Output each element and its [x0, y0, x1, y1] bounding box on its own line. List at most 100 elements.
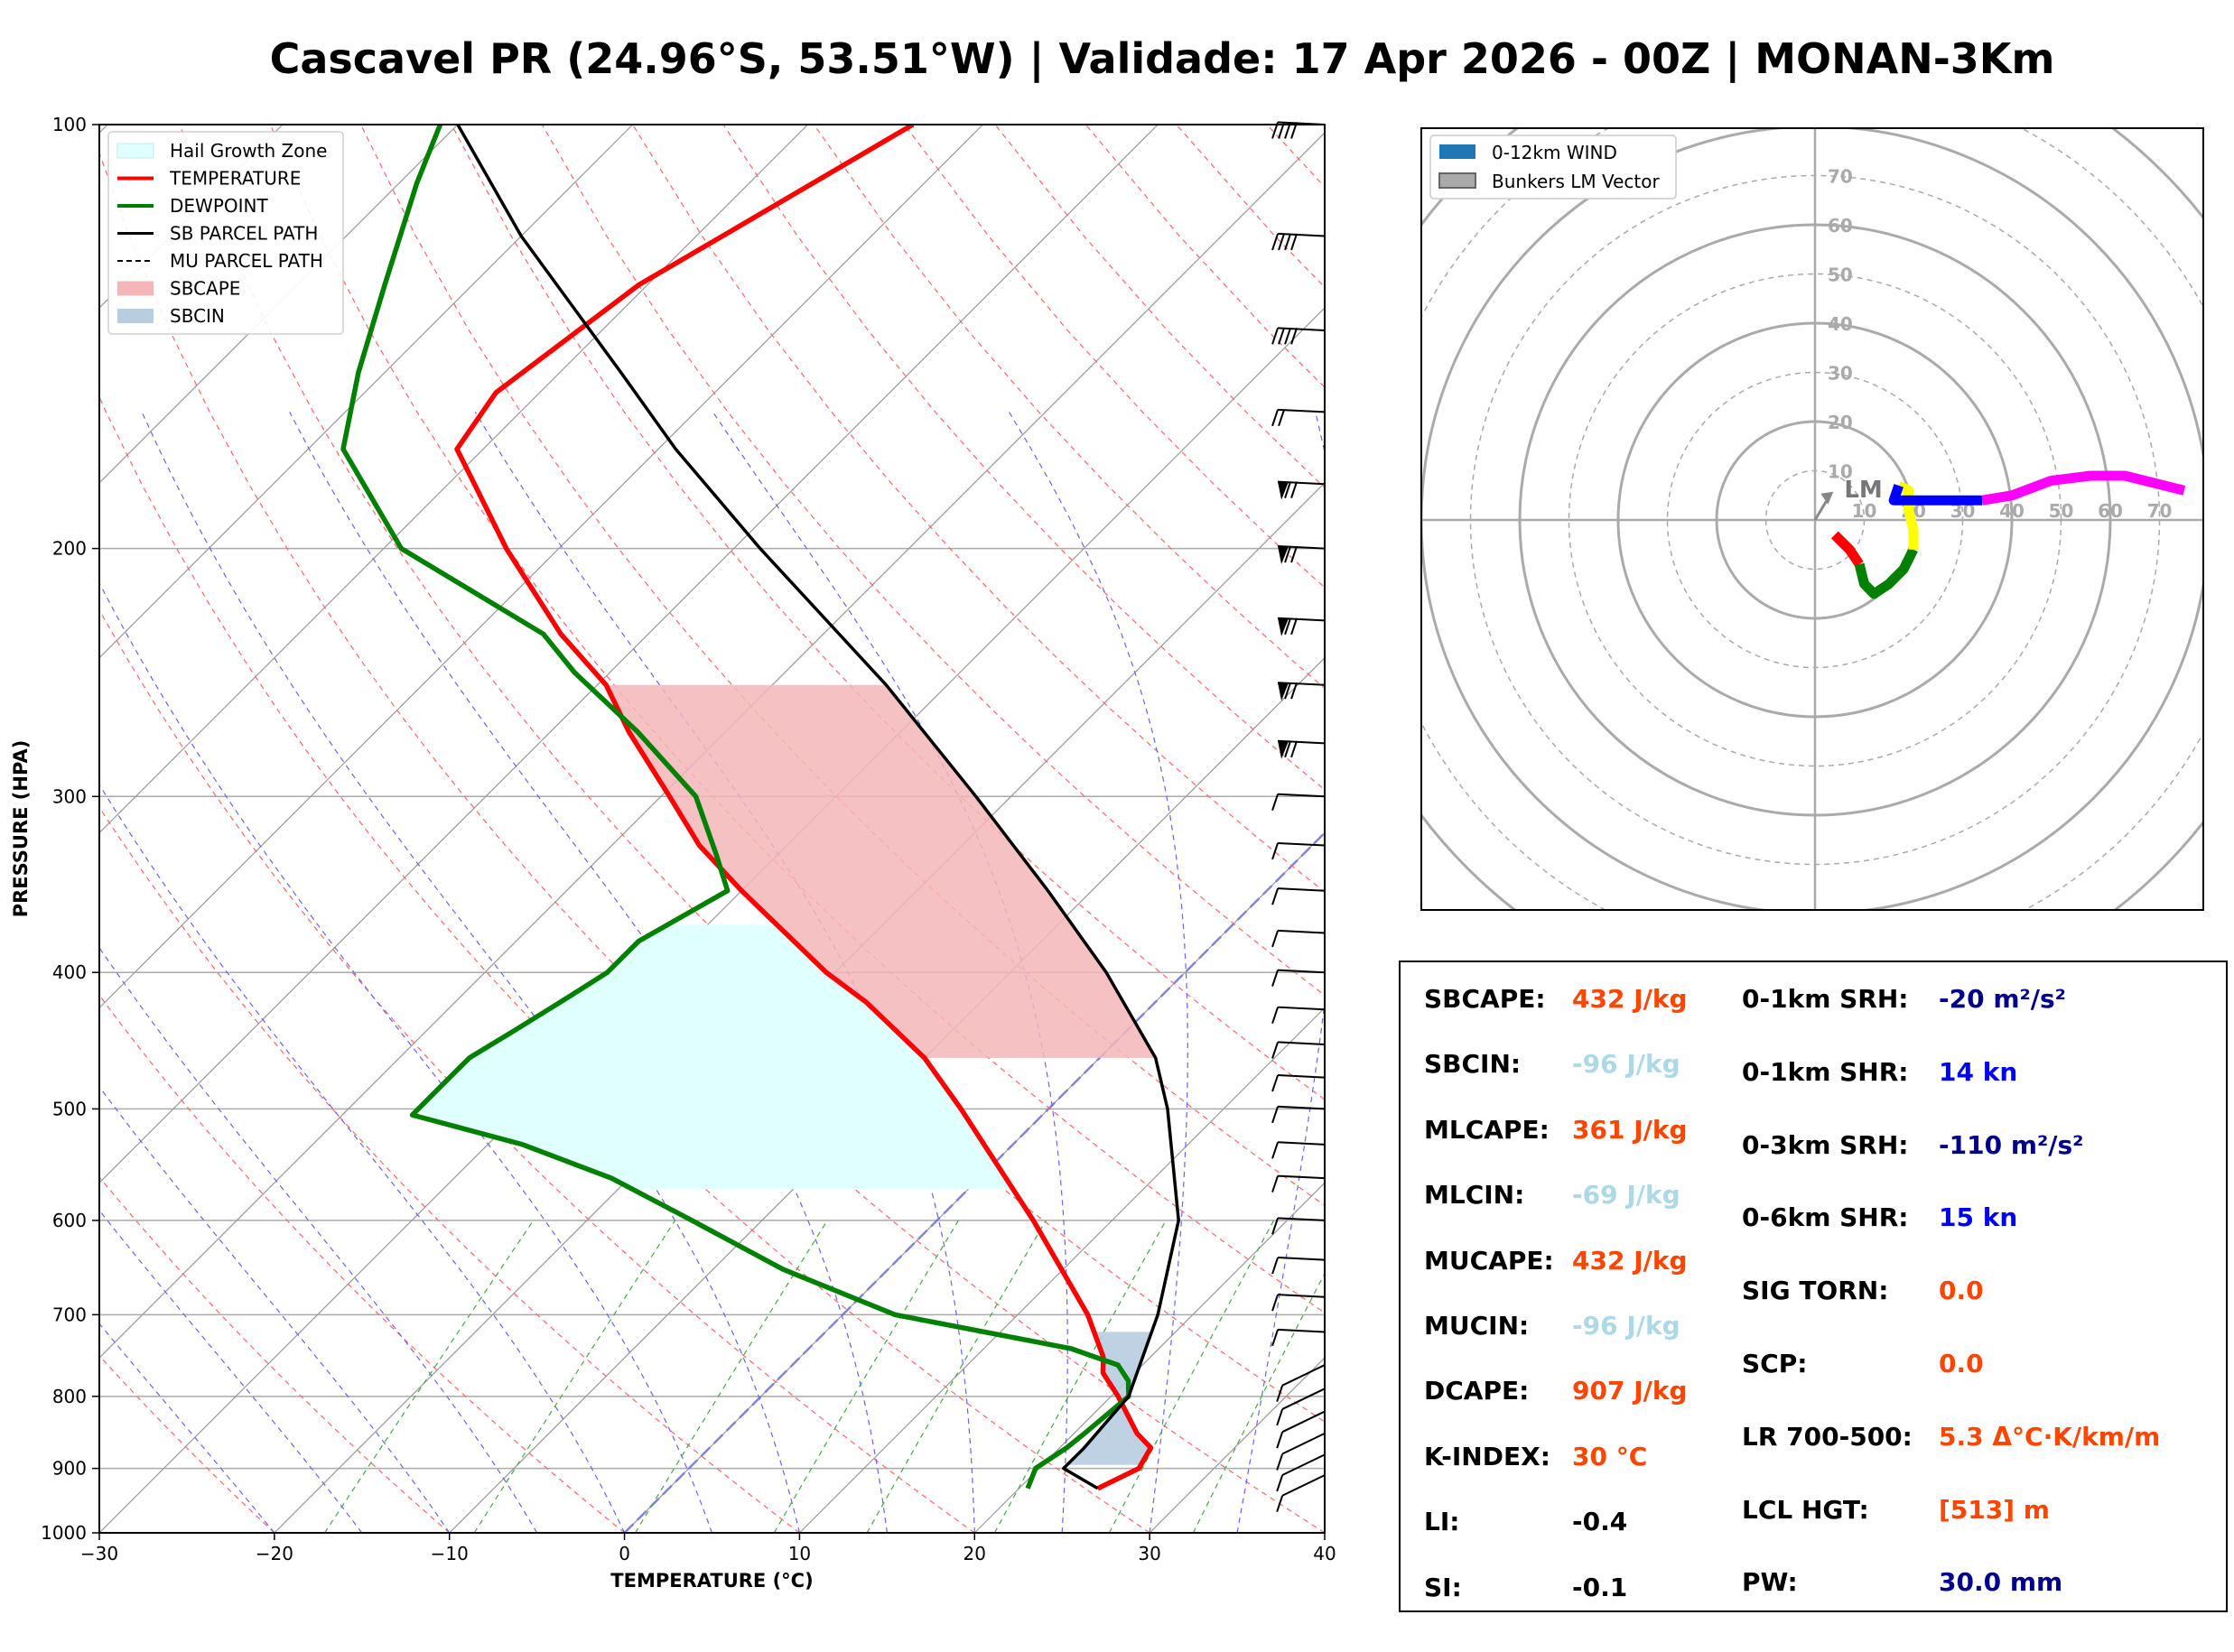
index-label: LR 700-500:: [1742, 1421, 1913, 1452]
dry-adiabat-line: [541, 125, 1325, 997]
index-label: MLCAPE:: [1424, 1114, 1550, 1145]
index-value: 5.3 Δ°C·K/km/m: [1939, 1421, 2161, 1452]
hodograph-segment: [1981, 470, 2186, 506]
sbcape-fill: [606, 684, 1156, 1058]
index-value: -20 m²/s²: [1939, 984, 2066, 1014]
isotherm-line: [99, 125, 634, 659]
x-tick-label: −20: [256, 1543, 293, 1564]
isotherm-line: [799, 1007, 1325, 1533]
index-value: -0.4: [1572, 1507, 1628, 1537]
dry-adiabat-line: [99, 1354, 275, 1533]
moist-adiabat-line: [1236, 412, 1325, 1533]
index-label: MUCIN:: [1424, 1311, 1530, 1341]
index-value: 0.0: [1939, 1276, 1984, 1306]
legend-entry: TEMPERATURE: [169, 168, 301, 190]
sb-parcel-path-line: [456, 125, 1180, 1490]
dry-adiabat-line: [99, 994, 625, 1533]
ring-label: 60: [1828, 215, 1853, 237]
dry-adiabat-line: [632, 125, 1325, 893]
dry-adiabat-line: [269, 125, 1325, 1314]
isotherm-line: [99, 132, 1325, 1359]
index-value: 15 kn: [1939, 1202, 2018, 1233]
ring-label: 70: [1828, 166, 1853, 188]
index-value: 30.0 mm: [1939, 1567, 2063, 1598]
isotherm-line: [973, 1182, 1325, 1533]
moist-adiabat-line: [289, 412, 888, 1533]
index-label: SIG TORN:: [1742, 1276, 1889, 1306]
x-tick-label: −10: [431, 1543, 469, 1564]
wind-barb: [1271, 841, 1326, 860]
index-label: K-INDEX:: [1424, 1441, 1550, 1471]
hodograph-frame: [1420, 127, 2204, 911]
moist-adiabat-line: [1008, 412, 1188, 1533]
moist-adiabat-line: [99, 581, 713, 1533]
legend-swatch: [117, 281, 154, 296]
legend-entry: SBCAPE: [170, 278, 240, 300]
wind-barb: [1271, 1041, 1326, 1059]
index-label: SI:: [1424, 1572, 1462, 1602]
ring-label: 40: [1999, 500, 2025, 522]
index-label: SCP:: [1742, 1349, 1808, 1378]
wind-barb: [1276, 1410, 1326, 1449]
y-tick-label: 700: [52, 1304, 87, 1325]
bunkers-lm-arrowhead: [1820, 491, 1834, 505]
legend-swatch: [117, 309, 154, 323]
y-tick-label: 400: [52, 961, 87, 983]
ring-label: 70: [2147, 500, 2173, 522]
index-label: SBCIN:: [1424, 1049, 1522, 1080]
y-tick-label: 300: [52, 785, 87, 807]
legend-swatch: [1439, 144, 1475, 159]
x-tick-label: 20: [963, 1543, 986, 1564]
dry-adiabat-line: [99, 395, 1150, 1533]
index-value: -110 m²/s²: [1939, 1129, 2084, 1160]
index-value: 14 kn: [1939, 1056, 2018, 1087]
y-axis-label: PRESSURE (HPA): [10, 740, 32, 918]
ring-label: 10: [1852, 500, 1877, 522]
moist-adiabat-line: [99, 1323, 275, 1533]
ring-label: 30: [1828, 363, 1853, 385]
moist-adiabat-line: [141, 412, 800, 1533]
index-value: -96 J/kg: [1572, 1311, 1680, 1341]
mixing-ratio-line: [1192, 1272, 1325, 1533]
y-tick-label: 1000: [41, 1522, 87, 1544]
index-label: MUCAPE:: [1424, 1245, 1554, 1276]
wind-barb: [1271, 793, 1326, 812]
wind-barb: [1276, 1474, 1326, 1513]
index-value: 432 J/kg: [1572, 1245, 1688, 1276]
index-value: -0.1: [1572, 1572, 1628, 1602]
wind-barb: [1271, 327, 1326, 345]
wind-barb: [1271, 1328, 1326, 1347]
wind-barb: [1276, 1432, 1326, 1471]
hodograph-segment: [1830, 531, 1864, 568]
x-tick-label: 10: [788, 1543, 811, 1564]
legend-entry: Bunkers LM Vector: [1492, 171, 1661, 192]
index-value: 0.0: [1939, 1349, 1984, 1378]
index-label: 0-1km SHR:: [1742, 1056, 1909, 1087]
x-tick-label: 40: [1313, 1543, 1336, 1564]
hodograph-segment: [1888, 484, 1983, 506]
index-label: SBCAPE:: [1424, 984, 1546, 1014]
moist-adiabat-line: [99, 1085, 451, 1533]
x-tick-label: 30: [1138, 1543, 1160, 1564]
hodograph-segment: [1854, 547, 1918, 599]
wind-barb: [1276, 1364, 1326, 1403]
wind-barb: [1278, 480, 1326, 500]
wind-barb: [1271, 408, 1326, 427]
wind-barb: [1271, 232, 1326, 251]
hodograph-legend-box: [1429, 135, 1677, 200]
y-tick-label: 500: [52, 1098, 87, 1119]
dry-adiabat-line: [99, 608, 975, 1533]
mixing-ratio-line: [1108, 1220, 1275, 1533]
y-tick-label: 100: [52, 114, 87, 135]
y-tick-label: 900: [52, 1458, 87, 1480]
legend-entry: SB PARCEL PATH: [170, 223, 318, 245]
wind-barb: [1271, 1141, 1326, 1159]
wind-barb: [1271, 1257, 1326, 1275]
wind-barb: [1276, 1453, 1326, 1492]
index-label: PW:: [1742, 1567, 1798, 1598]
wind-barb: [1278, 739, 1326, 759]
dry-adiabat-line: [99, 806, 800, 1533]
mixing-ratio-line: [323, 1220, 535, 1533]
isotherm-line: [99, 125, 983, 1009]
